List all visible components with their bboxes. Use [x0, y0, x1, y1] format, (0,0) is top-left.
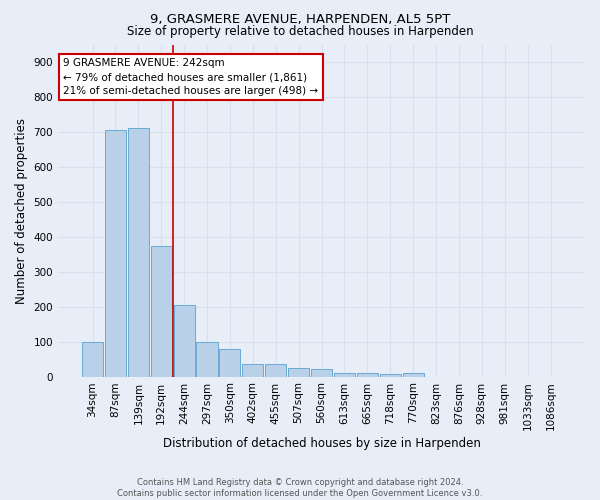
Bar: [151, 246, 172, 376]
Bar: [311, 369, 332, 376]
Bar: [288, 368, 309, 376]
Bar: [242, 364, 263, 376]
Bar: [334, 373, 355, 376]
Bar: [357, 373, 378, 376]
Y-axis label: Number of detached properties: Number of detached properties: [15, 118, 28, 304]
Bar: [105, 130, 126, 376]
Bar: [220, 348, 241, 376]
Bar: [128, 128, 149, 376]
Text: 9 GRASMERE AVENUE: 242sqm
← 79% of detached houses are smaller (1,861)
21% of se: 9 GRASMERE AVENUE: 242sqm ← 79% of detac…: [64, 58, 319, 96]
Bar: [173, 305, 194, 376]
Bar: [196, 342, 218, 376]
Text: Contains HM Land Registry data © Crown copyright and database right 2024.
Contai: Contains HM Land Registry data © Crown c…: [118, 478, 482, 498]
Bar: [265, 364, 286, 376]
Text: 9, GRASMERE AVENUE, HARPENDEN, AL5 5PT: 9, GRASMERE AVENUE, HARPENDEN, AL5 5PT: [150, 12, 450, 26]
Text: Size of property relative to detached houses in Harpenden: Size of property relative to detached ho…: [127, 25, 473, 38]
Bar: [403, 373, 424, 376]
Bar: [380, 374, 401, 376]
X-axis label: Distribution of detached houses by size in Harpenden: Distribution of detached houses by size …: [163, 437, 481, 450]
Bar: [82, 342, 103, 376]
